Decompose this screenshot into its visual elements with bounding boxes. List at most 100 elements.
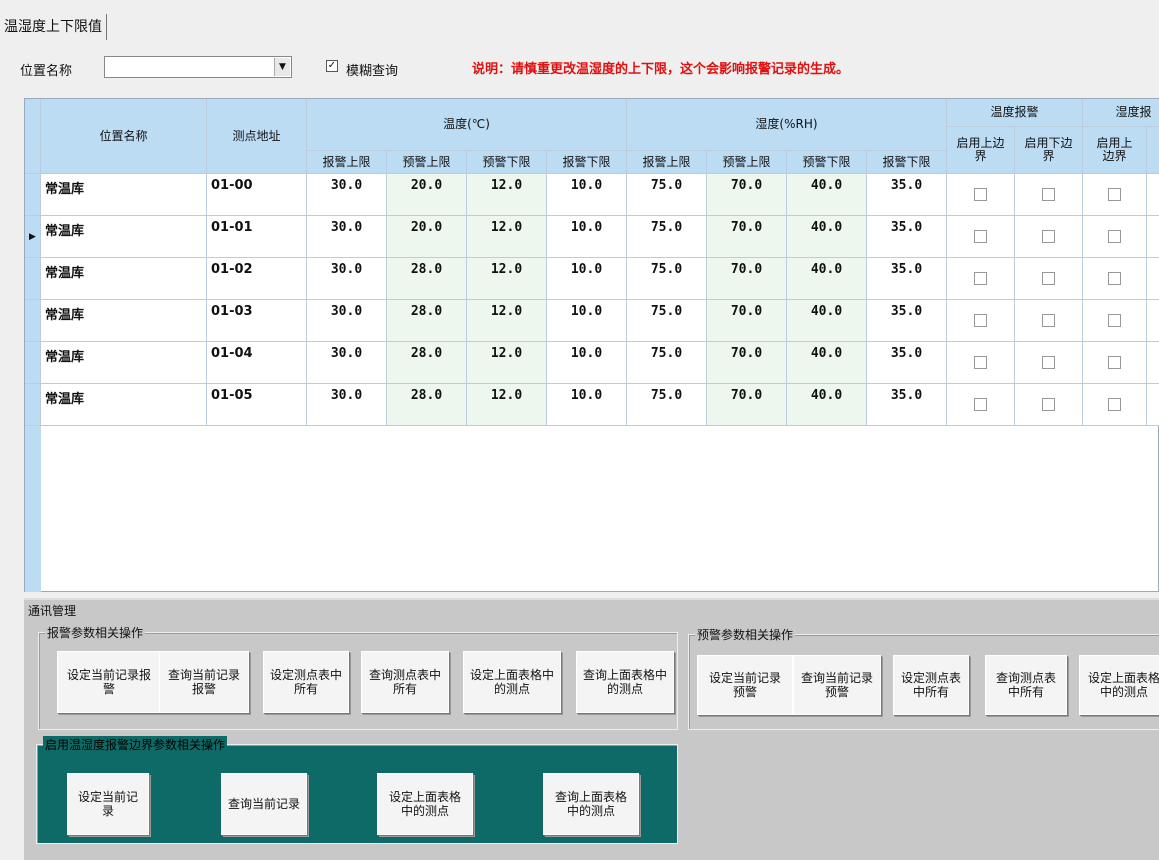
- cell-value[interactable]: 70.0: [707, 216, 787, 258]
- alarm-button-2[interactable]: 设定测点表中所有: [263, 651, 349, 713]
- checkbox[interactable]: [1042, 272, 1055, 285]
- alarm-button-5[interactable]: 查询上面表格中的测点: [576, 651, 674, 713]
- checkbox[interactable]: [974, 314, 987, 327]
- cell-value[interactable]: 10.0: [547, 384, 627, 426]
- cell-value[interactable]: 12.0: [467, 174, 547, 216]
- row-selector[interactable]: [25, 384, 41, 426]
- cell-name[interactable]: 常温库: [41, 258, 207, 300]
- cell-value[interactable]: 40.0: [787, 216, 867, 258]
- cell-value[interactable]: 28.0: [387, 300, 467, 342]
- alarm-button-0[interactable]: 设定当前记录报警: [57, 651, 161, 713]
- cell-value[interactable]: 10.0: [547, 258, 627, 300]
- row-selector[interactable]: [25, 258, 41, 300]
- cell-value[interactable]: 75.0: [627, 258, 707, 300]
- checkbox[interactable]: [974, 272, 987, 285]
- cell-value[interactable]: 35.0: [867, 258, 947, 300]
- checkbox[interactable]: [1042, 188, 1055, 201]
- cell-value[interactable]: 30.0: [307, 258, 387, 300]
- cell-value[interactable]: 35.0: [867, 384, 947, 426]
- cell-value[interactable]: 70.0: [707, 258, 787, 300]
- cell-value[interactable]: 20.0: [387, 216, 467, 258]
- cell-value[interactable]: 35.0: [867, 300, 947, 342]
- checkbox[interactable]: [974, 230, 987, 243]
- cell-name[interactable]: 常温库: [41, 384, 207, 426]
- cell-value[interactable]: 35.0: [867, 174, 947, 216]
- cell-value[interactable]: 70.0: [707, 384, 787, 426]
- chevron-down-icon[interactable]: ▼: [274, 58, 290, 76]
- cell-addr[interactable]: 01-05: [207, 384, 307, 426]
- cell-value[interactable]: 75.0: [627, 300, 707, 342]
- cell-value[interactable]: 35.0: [867, 216, 947, 258]
- cell-value[interactable]: 75.0: [627, 174, 707, 216]
- cell-value[interactable]: 10.0: [547, 174, 627, 216]
- checkbox[interactable]: [974, 188, 987, 201]
- alarm-button-1[interactable]: 查询当前记录报警: [159, 651, 249, 713]
- cell-value[interactable]: 40.0: [787, 174, 867, 216]
- cell-value[interactable]: 12.0: [467, 384, 547, 426]
- cell-value[interactable]: 75.0: [627, 384, 707, 426]
- cell-value[interactable]: 40.0: [787, 258, 867, 300]
- enable-button-3[interactable]: 查询上面表格中的测点: [543, 773, 639, 835]
- cell-value[interactable]: 40.0: [787, 342, 867, 384]
- warn-button-1[interactable]: 查询当前记录预警: [793, 655, 881, 715]
- cell-name[interactable]: 常温库: [41, 216, 207, 258]
- cell-value[interactable]: 28.0: [387, 258, 467, 300]
- cell-value[interactable]: 28.0: [387, 342, 467, 384]
- checkbox[interactable]: [1042, 230, 1055, 243]
- checkbox[interactable]: [1108, 314, 1121, 327]
- row-selector[interactable]: [25, 342, 41, 384]
- cell-value[interactable]: 30.0: [307, 216, 387, 258]
- cell-name[interactable]: 常温库: [41, 174, 207, 216]
- cell-name[interactable]: 常温库: [41, 342, 207, 384]
- row-selector[interactable]: [25, 174, 41, 216]
- enable-button-1[interactable]: 查询当前记录: [221, 773, 307, 835]
- warn-button-4[interactable]: 设定上面表格中的测点: [1079, 655, 1159, 715]
- cell-value[interactable]: 75.0: [627, 216, 707, 258]
- cell-value[interactable]: 30.0: [307, 342, 387, 384]
- cell-value[interactable]: 35.0: [867, 342, 947, 384]
- cell-value[interactable]: 12.0: [467, 300, 547, 342]
- cell-value[interactable]: 75.0: [627, 342, 707, 384]
- cell-value[interactable]: 40.0: [787, 300, 867, 342]
- cell-value[interactable]: 70.0: [707, 174, 787, 216]
- cell-value[interactable]: 30.0: [307, 300, 387, 342]
- cell-addr[interactable]: 01-01: [207, 216, 307, 258]
- checkbox[interactable]: [1108, 398, 1121, 411]
- row-selector[interactable]: ▶: [25, 216, 41, 258]
- cell-value[interactable]: 30.0: [307, 174, 387, 216]
- enable-button-0[interactable]: 设定当前记录: [67, 773, 149, 835]
- checkbox[interactable]: [1042, 398, 1055, 411]
- cell-value[interactable]: 12.0: [467, 258, 547, 300]
- cell-value[interactable]: 70.0: [707, 300, 787, 342]
- cell-addr[interactable]: 01-03: [207, 300, 307, 342]
- cell-value[interactable]: 20.0: [387, 174, 467, 216]
- alarm-button-3[interactable]: 查询测点表中所有: [361, 651, 449, 713]
- warn-button-0[interactable]: 设定当前记录预警: [697, 655, 793, 715]
- checkbox[interactable]: [974, 398, 987, 411]
- tab-limits[interactable]: 温湿度上下限值: [0, 14, 107, 40]
- warn-button-3[interactable]: 查询测点表中所有: [985, 655, 1067, 715]
- checkbox[interactable]: [1108, 230, 1121, 243]
- cell-name[interactable]: 常温库: [41, 300, 207, 342]
- checkbox[interactable]: [1108, 272, 1121, 285]
- cell-value[interactable]: 70.0: [707, 342, 787, 384]
- cell-value[interactable]: 40.0: [787, 384, 867, 426]
- cell-value[interactable]: 28.0: [387, 384, 467, 426]
- cell-value[interactable]: 12.0: [467, 342, 547, 384]
- cell-value[interactable]: 12.0: [467, 216, 547, 258]
- alarm-button-4[interactable]: 设定上面表格中的测点: [463, 651, 561, 713]
- location-combo[interactable]: ▼: [104, 56, 292, 78]
- cell-value[interactable]: 10.0: [547, 216, 627, 258]
- cell-addr[interactable]: 01-04: [207, 342, 307, 384]
- cell-addr[interactable]: 01-02: [207, 258, 307, 300]
- checkbox[interactable]: [1108, 356, 1121, 369]
- cell-value[interactable]: 10.0: [547, 300, 627, 342]
- checkbox[interactable]: [1108, 188, 1121, 201]
- cell-value[interactable]: 30.0: [307, 384, 387, 426]
- enable-button-2[interactable]: 设定上面表格中的测点: [377, 773, 473, 835]
- checkbox[interactable]: [1042, 314, 1055, 327]
- checkbox[interactable]: [974, 356, 987, 369]
- checkbox[interactable]: [1042, 356, 1055, 369]
- cell-addr[interactable]: 01-00: [207, 174, 307, 216]
- fuzzy-checkbox[interactable]: ✓: [326, 60, 338, 72]
